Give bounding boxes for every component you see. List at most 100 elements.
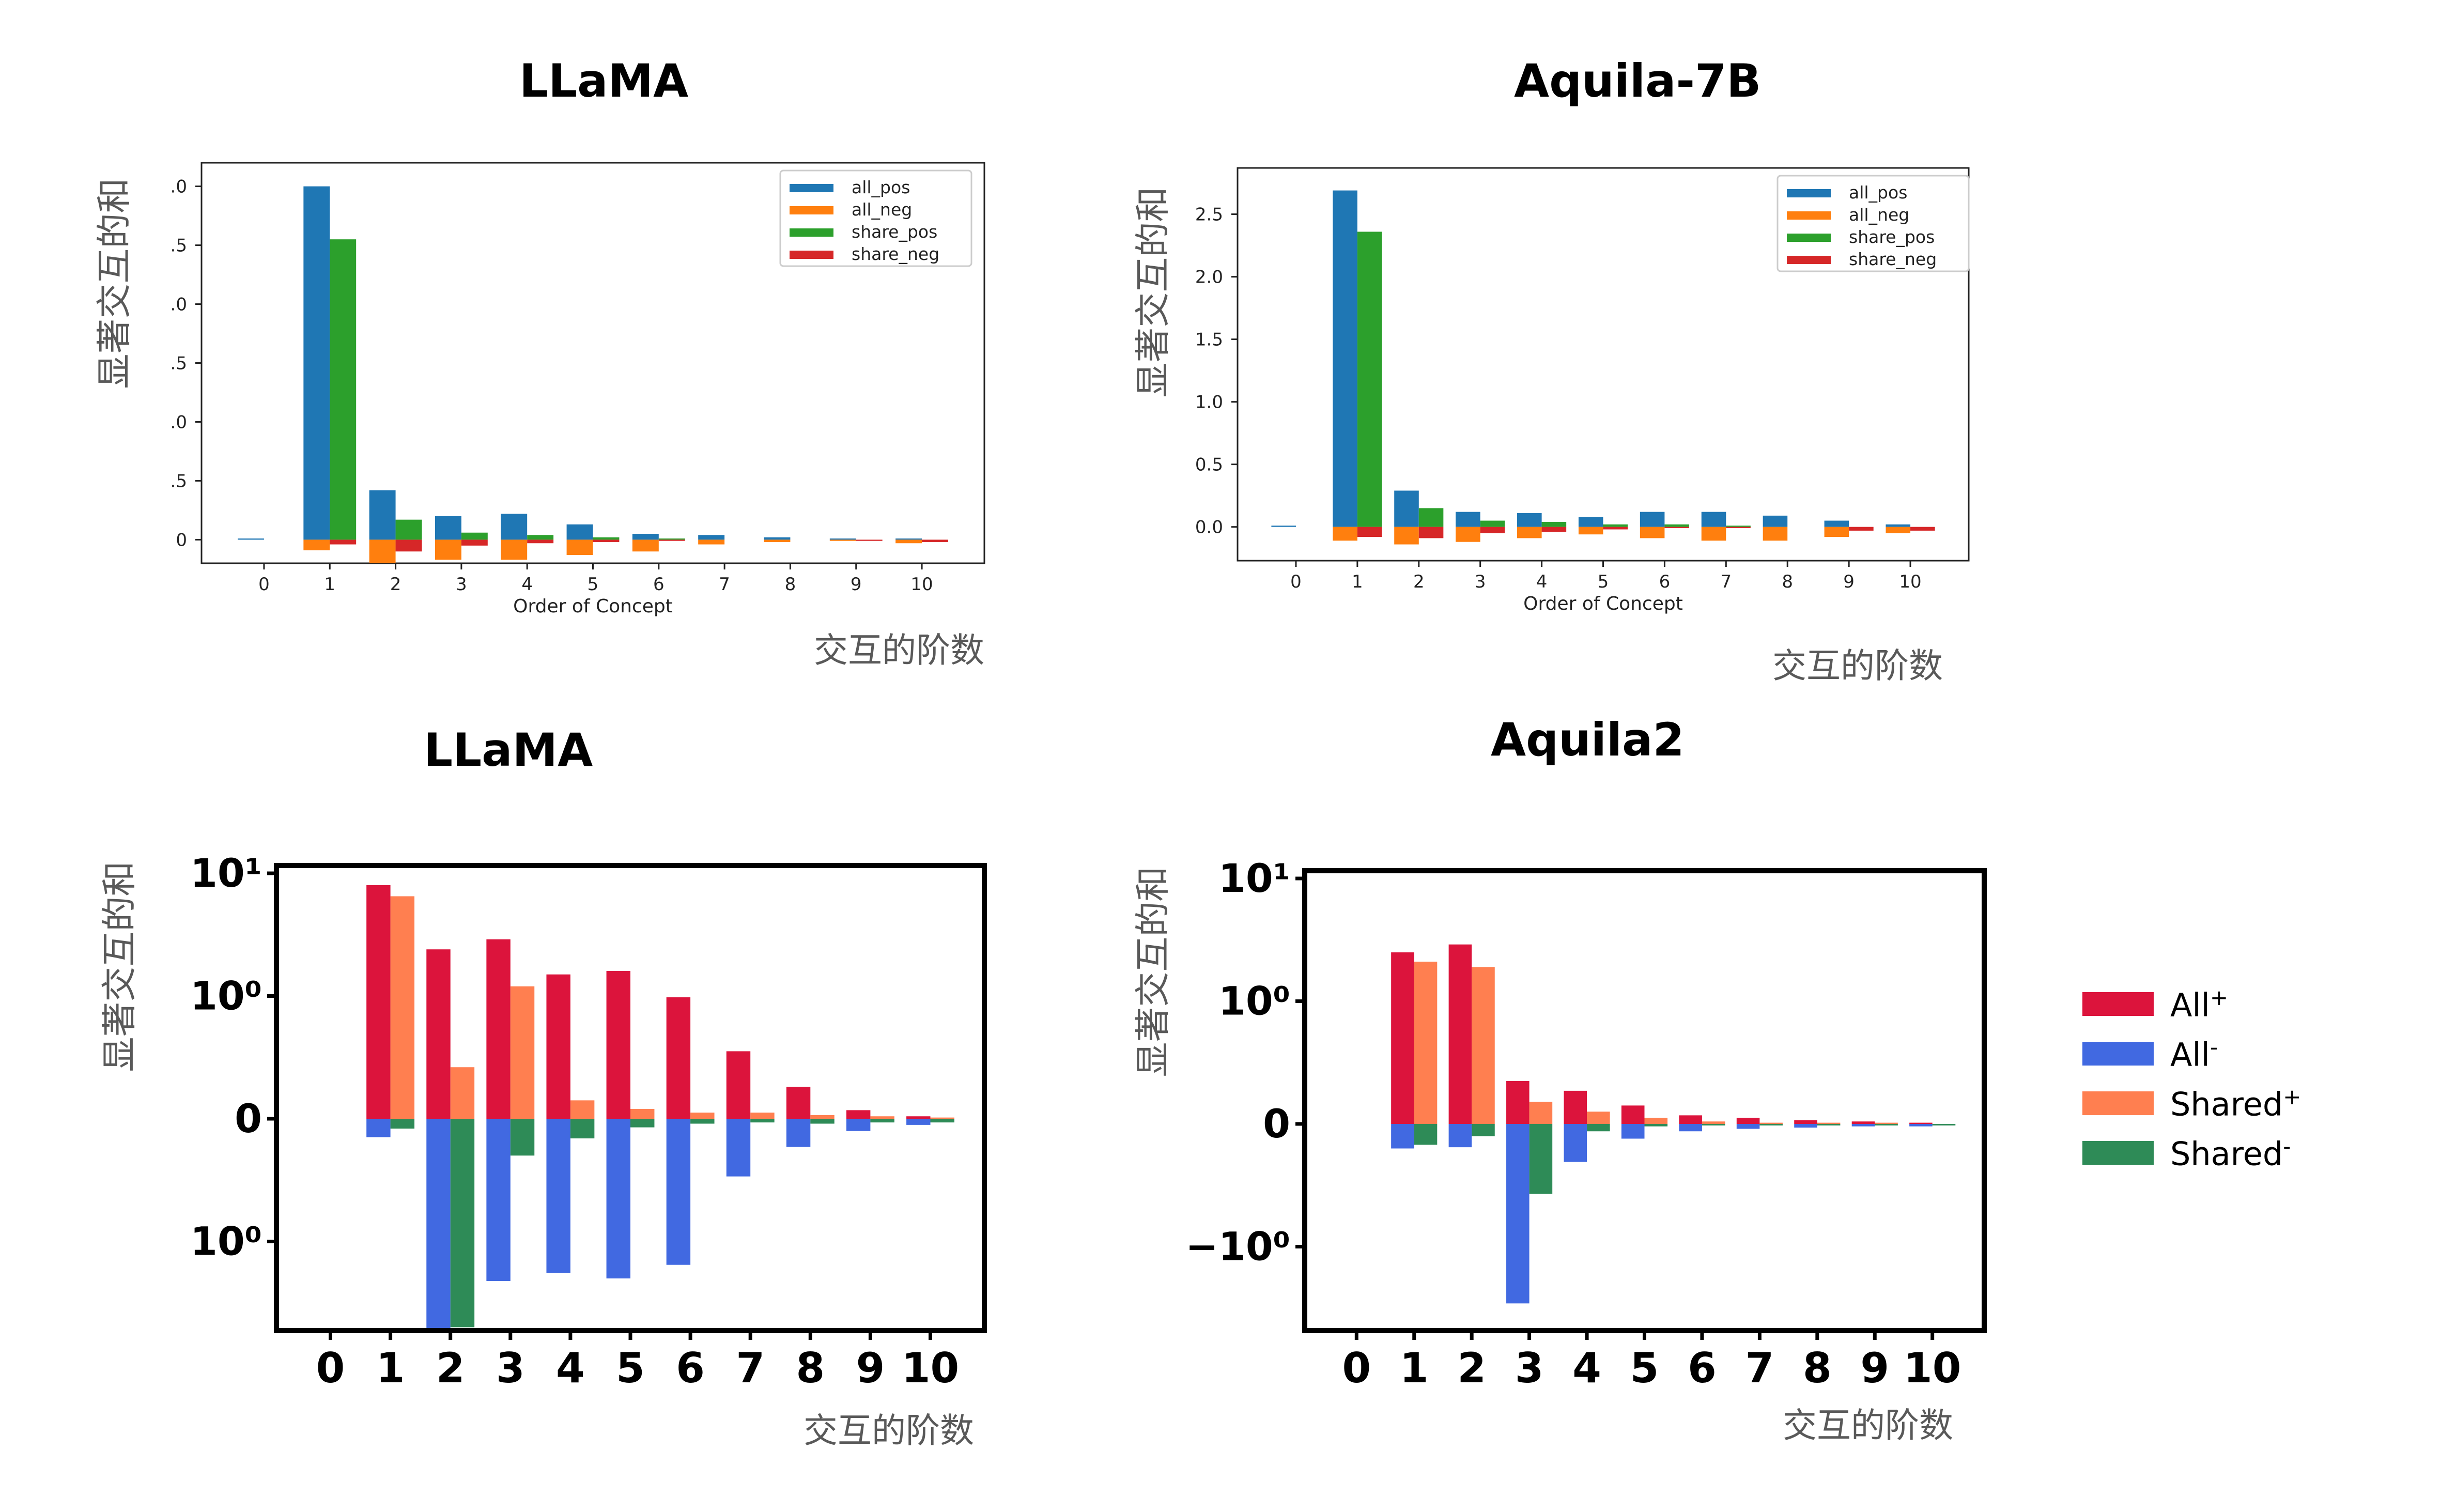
bar-0-all_pos-8 — [764, 537, 791, 540]
bar-2-Shared-neg-1 — [390, 1119, 415, 1129]
bar-3-All-neg-4 — [1564, 1124, 1587, 1162]
bar-2-All-negpos-10 — [906, 1116, 931, 1119]
bar-2-All-neg-6 — [666, 1119, 691, 1265]
y-tick-label-1-0: 0.0 — [1195, 517, 1223, 538]
y-tick-label-0-1: .5 — [171, 471, 187, 491]
bar-1-share_pos-1 — [1357, 232, 1382, 527]
bar-2-Shared-neg-2 — [450, 1119, 475, 1328]
legend-label-0-all_pos: all_pos — [852, 177, 910, 197]
bar-1-all_neg-4 — [1517, 527, 1542, 538]
bar-1-share_pos-2 — [1418, 508, 1444, 527]
bar-3-All-negpos-6 — [1679, 1115, 1702, 1124]
bar-1-all_pos-6 — [1640, 512, 1665, 527]
bar-3-Shared-neg-7 — [1759, 1124, 1783, 1125]
y-tick-label-0-5: .5 — [171, 236, 187, 256]
legend-swatch-0-share_pos — [790, 228, 833, 237]
bar-1-all_pos-7 — [1701, 512, 1726, 527]
bar-0-all_neg-5 — [566, 539, 593, 556]
bar-0-all_pos-3 — [435, 516, 461, 540]
bar-1-share_neg-5 — [1603, 527, 1628, 530]
bar-2-Shared-neg-7 — [750, 1119, 775, 1123]
bar-3-All-neg-5 — [1621, 1124, 1645, 1139]
y-tick-label-3-1: 10⁰ — [1218, 978, 1290, 1024]
bar-1-all_pos-0 — [1271, 526, 1296, 527]
chart-title-top-right: Aquila-7B — [1514, 54, 1762, 107]
bar-0-share_pos-1 — [330, 239, 357, 540]
bar-2-All-neg-4 — [546, 1119, 570, 1273]
bar-2-Shared-negpos-5 — [630, 1109, 655, 1119]
bar-3-All-negpos-9 — [1851, 1121, 1875, 1124]
bar-2-Shared-negpos-2 — [450, 1067, 475, 1119]
chart-title-top-left: LLaMA — [519, 54, 689, 107]
bar-3-All-negpos-5 — [1621, 1105, 1645, 1124]
x-tick-label-0-1: 1 — [324, 574, 335, 595]
bar-1-share_neg-10 — [1910, 527, 1935, 531]
bar-1-share_neg-4 — [1541, 527, 1567, 532]
legend-label-1-share_neg: share_neg — [1849, 249, 1937, 269]
bar-3-Shared-neg-3 — [1529, 1124, 1553, 1194]
bar-1-all_neg-6 — [1640, 527, 1665, 538]
bar-2-Shared-neg-9 — [870, 1119, 894, 1123]
y-tick-label-3-3: −10⁰ — [1185, 1224, 1290, 1270]
y-tick-label-1-3: 1.5 — [1195, 330, 1223, 350]
bar-3-Shared-neg-2 — [1472, 1124, 1495, 1136]
x-tick-label-3-4: 4 — [1572, 1344, 1601, 1392]
xlabel-cn-top-left: 交互的阶数 — [814, 630, 984, 670]
x-tick-label-0-3: 3 — [456, 574, 467, 595]
bar-0-all_neg-4 — [501, 539, 528, 560]
legend-label-all-pos: All — [2170, 986, 2210, 1024]
bar-3-All-negpos-10 — [1909, 1122, 1933, 1124]
bar-1-share_pos-3 — [1480, 520, 1505, 527]
bar-2-All-neg-2 — [426, 1119, 451, 1329]
y-tick-label-1-4: 2.0 — [1195, 267, 1223, 288]
xlabel-cn-bottom-right: 交互的阶数 — [1783, 1406, 1953, 1445]
bar-1-all_pos-10 — [1886, 524, 1911, 527]
bar-3-Shared-neg-5 — [1644, 1124, 1668, 1127]
x-tick-label-2-8: 8 — [796, 1344, 825, 1392]
bar-0-all_pos-0 — [238, 538, 264, 540]
bar-3-All-neg-7 — [1736, 1124, 1760, 1129]
bar-0-all_pos-5 — [566, 524, 593, 540]
x-tick-label-2-5: 5 — [616, 1344, 645, 1392]
bar-2-Shared-neg-3 — [510, 1119, 535, 1156]
bar-3-Shared-negpos-8 — [1817, 1122, 1841, 1124]
y-tick-label-2-0: 10¹ — [190, 850, 262, 896]
bar-1-all_pos-9 — [1824, 520, 1849, 527]
bar-2-All-neg-9 — [846, 1119, 871, 1131]
bar-3-All-negpos-2 — [1448, 944, 1472, 1124]
bar-2-Shared-negpos-4 — [570, 1100, 595, 1119]
bar-0-all_neg-3 — [435, 539, 461, 560]
xlabel-cn-bottom-left: 交互的阶数 — [804, 1411, 974, 1451]
bar-1-all_pos-2 — [1394, 490, 1419, 527]
bar-0-all_pos-6 — [632, 534, 659, 540]
bar-2-All-negpos-7 — [726, 1051, 751, 1119]
bar-2-All-neg-8 — [786, 1119, 811, 1147]
x-tick-label-0-10: 10 — [910, 574, 933, 595]
bar-0-all_pos-1 — [303, 186, 330, 540]
x-tick-label-1-2: 2 — [1413, 572, 1425, 592]
x-tick-label-3-5: 5 — [1630, 1344, 1659, 1392]
chart-title-bottom-right: Aquila2 — [1491, 713, 1685, 766]
bar-3-All-negpos-1 — [1391, 952, 1414, 1124]
x-tick-label-1-10: 10 — [1899, 572, 1921, 592]
legend-label-shared-pos: Shared — [2170, 1085, 2283, 1123]
x-tick-label-1-1: 1 — [1352, 572, 1363, 592]
x-tick-label-2-4: 4 — [556, 1344, 585, 1392]
x-axis-label-1: Order of Concept — [1523, 593, 1683, 614]
legend-label-all-neg: All — [2170, 1036, 2210, 1074]
bar-3-Shared-negpos-6 — [1702, 1121, 1725, 1124]
legend-swatch-1-share_neg — [1787, 256, 1831, 264]
bar-3-Shared-negpos-7 — [1759, 1122, 1783, 1124]
x-tick-label-3-0: 0 — [1342, 1344, 1371, 1392]
bar-0-share_neg-9 — [856, 539, 883, 541]
bar-2-Shared-negpos-1 — [390, 896, 415, 1119]
bar-2-All-negpos-4 — [546, 974, 570, 1119]
bar-1-all_neg-2 — [1394, 527, 1419, 545]
x-tick-label-1-8: 8 — [1782, 572, 1793, 592]
x-tick-label-1-4: 4 — [1536, 572, 1548, 592]
x-tick-label-0-0: 0 — [258, 574, 270, 595]
bar-0-share_pos-5 — [593, 537, 620, 540]
x-tick-label-0-6: 6 — [653, 574, 665, 595]
